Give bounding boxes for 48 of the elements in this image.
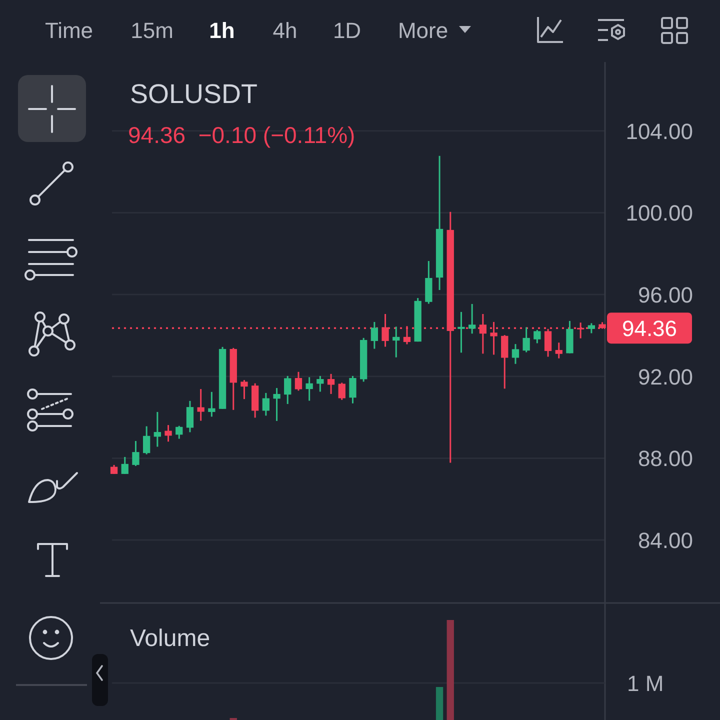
candlestick [338, 382, 346, 401]
candlestick [425, 260, 432, 305]
candlestick [154, 411, 162, 448]
text: 15m [130, 18, 174, 43]
candlestick [458, 311, 465, 354]
text: More [398, 18, 448, 43]
candlestick [544, 328, 552, 358]
candlestick [316, 375, 324, 392]
ref-line-label: 94.36 [622, 316, 678, 342]
candlestick [512, 343, 520, 365]
candlestick [522, 326, 530, 353]
ref-line-label: 1 M [627, 670, 664, 696]
candlestick [164, 424, 172, 442]
candlestick [132, 440, 140, 467]
candlestick [306, 376, 313, 402]
candlestick [197, 388, 204, 422]
y-tick-label: 88.00 [638, 446, 693, 472]
candlestick [294, 371, 302, 392]
y-tick-label: 92.00 [638, 364, 693, 390]
y-tick-label: 96.00 [638, 282, 693, 308]
text: 94.36 −0.10 (−0.11%) [128, 122, 356, 148]
candlestick [284, 375, 292, 405]
candlestick [208, 391, 216, 418]
candlestick [273, 387, 280, 422]
candlestick [349, 375, 356, 404]
chart-title: Volume [130, 625, 210, 652]
candlestick [370, 321, 378, 350]
candlestick [327, 373, 335, 395]
candlestick [534, 329, 541, 344]
candlestick [555, 342, 562, 360]
text: Time [44, 18, 94, 43]
text: 1h [209, 18, 235, 43]
candlestick [176, 425, 183, 440]
candlestick [468, 303, 476, 334]
candlestick [588, 322, 596, 334]
y-tick-label: 84.00 [638, 528, 693, 553]
candlestick [240, 379, 248, 400]
candlestick [142, 426, 150, 456]
text: 4h [272, 18, 298, 43]
candlestick [392, 326, 400, 358]
text: SOLUSDT [130, 79, 258, 109]
candlestick [186, 400, 194, 433]
text: 1D [332, 18, 362, 43]
candlestick [501, 334, 508, 390]
candlestick [121, 456, 128, 475]
y-tick-label: 100.00 [626, 200, 693, 226]
y-tick-label: 104.00 [626, 118, 693, 144]
candlestick [262, 392, 270, 416]
